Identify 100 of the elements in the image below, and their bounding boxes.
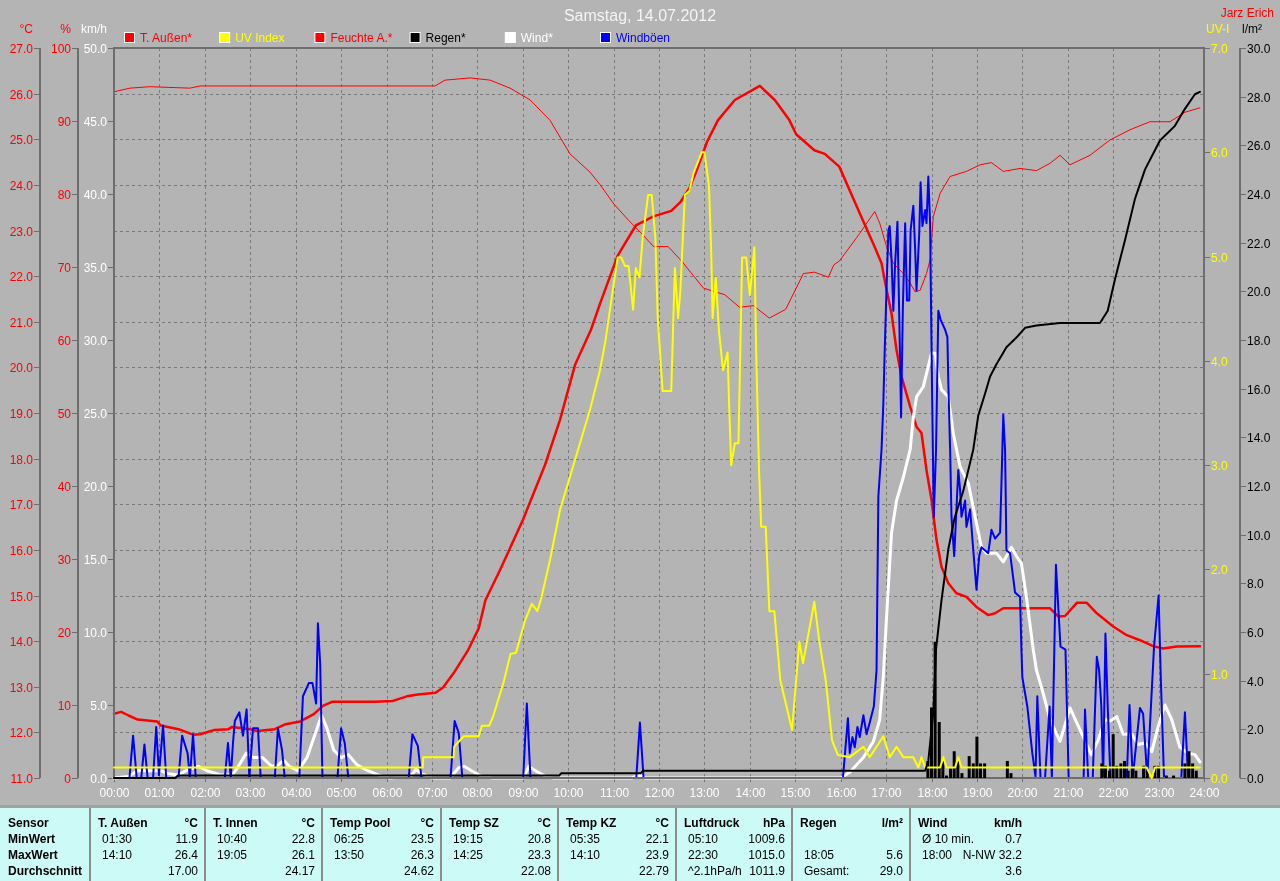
- y-axis-title: °C: [19, 22, 34, 36]
- text: 22.08: [520, 864, 552, 879]
- y2-tick-label: 30.0: [1247, 41, 1271, 56]
- text: 18:00: [922, 848, 953, 863]
- y-tick-label: 22.0: [9, 269, 34, 284]
- text: 14:10: [570, 848, 601, 863]
- text: °C: [301, 816, 316, 831]
- legend-label: Feuchte A.*: [330, 31, 393, 46]
- x-tick-label: 16:00: [826, 786, 857, 800]
- y-tick-label: 27.0: [9, 41, 34, 56]
- bar: [1134, 770, 1138, 778]
- y3-tick-label: 45.0: [83, 114, 108, 129]
- text: Jarz Erich: [1220, 6, 1274, 20]
- x-tick-label: 03:00: [235, 786, 266, 800]
- x-tick-label: 11:00: [599, 786, 630, 800]
- y2-tick-label: 70: [57, 260, 72, 275]
- text: 24.62: [403, 864, 435, 879]
- y2-tick-label: 24.0: [1247, 187, 1271, 202]
- y-tick-label: 25.0: [9, 132, 34, 147]
- text: MinWert: [8, 832, 56, 847]
- text: 17.00: [167, 864, 199, 879]
- y3-tick-label: 15.0: [83, 552, 108, 567]
- legend-label: Regen*: [425, 31, 466, 46]
- text: 22.79: [638, 864, 670, 879]
- x-tick-label: 15:00: [780, 786, 811, 800]
- x-tick-label: 00:00: [99, 786, 130, 800]
- y3-tick-label: 30.0: [83, 333, 108, 348]
- text: 22:30: [688, 848, 719, 863]
- y3-tick-label: 50.0: [83, 41, 108, 56]
- y-tick-label: 7.0: [1211, 41, 1229, 56]
- text: 18:05: [804, 848, 835, 863]
- text: 1009.6: [748, 832, 786, 847]
- y-tick-label: 16.0: [9, 543, 34, 558]
- text: 22.8: [291, 832, 316, 847]
- text: km/h: [993, 816, 1022, 831]
- legend-label: Windböen: [616, 31, 671, 46]
- text: 24.17: [284, 864, 316, 879]
- x-tick-label: 21:00: [1053, 786, 1084, 800]
- legend-label: T. Außen*: [140, 31, 193, 46]
- y-tick-label: 23.0: [9, 224, 34, 239]
- y2-tick-label: 6.0: [1247, 625, 1265, 640]
- text: ^2.1hPa/h: [688, 864, 742, 879]
- x-tick-label: 20:00: [1007, 786, 1038, 800]
- x-tick-label: 02:00: [190, 786, 221, 800]
- y3-tick-label: 35.0: [83, 260, 108, 275]
- y3-tick-label: 25.0: [83, 406, 108, 421]
- x-tick-label: 04:00: [281, 786, 312, 800]
- text: 01:30: [102, 832, 133, 847]
- y3-tick-label: 40.0: [83, 187, 108, 202]
- text: N-NW 32.2: [962, 848, 1023, 863]
- y-tick-label: 14.0: [9, 634, 34, 649]
- text: 06:25: [334, 832, 365, 847]
- y-tick-label: 19.0: [9, 406, 34, 421]
- y2-axis-title: l/m²: [1242, 22, 1262, 36]
- text: hPa: [762, 816, 786, 831]
- y2-tick-label: 4.0: [1247, 674, 1265, 689]
- y2-tick-label: 14.0: [1247, 430, 1271, 445]
- y-tick-label: 13.0: [9, 680, 34, 695]
- y2-tick-label: 20.0: [1247, 284, 1271, 299]
- y2-tick-label: 30: [57, 552, 72, 567]
- y-tick-label: 26.0: [9, 87, 34, 102]
- text: 19:05: [217, 848, 248, 863]
- y3-tick-label: 5.0: [90, 698, 108, 713]
- text: 05:35: [570, 832, 601, 847]
- text: 23.3: [527, 848, 552, 863]
- x-tick-label: 01:00: [144, 786, 175, 800]
- text: Temp SZ: [449, 816, 499, 831]
- y-tick-label: 15.0: [9, 589, 34, 604]
- y2-tick-label: 16.0: [1247, 382, 1271, 397]
- y2-tick-label: 60: [57, 333, 72, 348]
- x-tick-label: 13:00: [689, 786, 720, 800]
- text: 19:15: [453, 832, 484, 847]
- y-tick-label: 1.0: [1211, 667, 1229, 682]
- y-tick-label: 3.0: [1211, 458, 1229, 473]
- bar: [1187, 751, 1191, 778]
- text: 13:50: [334, 848, 365, 863]
- x-tick-label: 06:00: [372, 786, 403, 800]
- y-tick-label: 11.0: [10, 771, 34, 786]
- y-tick-label: 18.0: [9, 452, 34, 467]
- text: Gesamt:: [804, 864, 850, 879]
- x-tick-label: 09:00: [508, 786, 539, 800]
- x-tick-label: 24:00: [1189, 786, 1220, 800]
- y3-tick-label: 10.0: [83, 625, 108, 640]
- y-tick-label: 2.0: [1211, 562, 1229, 577]
- text: MaxWert: [8, 848, 58, 863]
- y2-tick-label: 26.0: [1247, 138, 1271, 153]
- y2-tick-label: 2.0: [1247, 722, 1265, 737]
- x-tick-label: 07:00: [417, 786, 448, 800]
- text: Durchschnitt: [8, 864, 83, 879]
- text: 11.9: [175, 832, 199, 847]
- chart-title: Samstag, 14.07.2012: [563, 7, 717, 24]
- text: 1011.9: [749, 864, 786, 879]
- text: 05:10: [688, 832, 719, 847]
- y3-axis-title: km/h: [80, 22, 107, 36]
- text: °C: [420, 816, 435, 831]
- text: Wind: [918, 816, 948, 831]
- y-tick-label: 24.0: [9, 178, 34, 193]
- text: Regen: [800, 816, 837, 831]
- y2-tick-label: 0: [64, 771, 72, 786]
- text: 3.6: [1005, 864, 1023, 879]
